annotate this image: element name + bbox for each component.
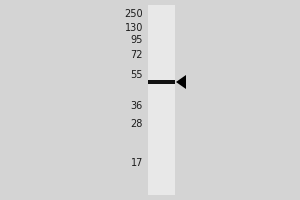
Text: 130: 130 xyxy=(124,23,143,33)
Text: 17: 17 xyxy=(130,158,143,168)
Text: 95: 95 xyxy=(130,35,143,45)
Polygon shape xyxy=(176,75,186,89)
Bar xyxy=(148,80,175,84)
Text: 28: 28 xyxy=(130,119,143,129)
Text: 250: 250 xyxy=(124,9,143,19)
Text: 36: 36 xyxy=(131,101,143,111)
Text: 55: 55 xyxy=(130,70,143,80)
Text: 72: 72 xyxy=(130,50,143,60)
Bar xyxy=(148,5,175,195)
